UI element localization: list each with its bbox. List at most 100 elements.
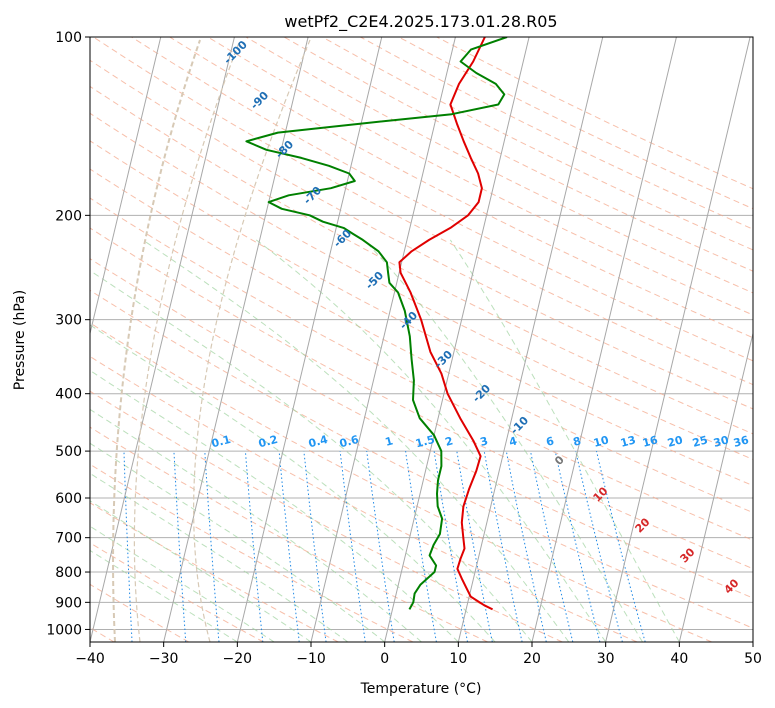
isotherm (236, 37, 383, 642)
mixing-ratio-label: 25 (691, 433, 709, 450)
dry-adiabat (90, 289, 753, 629)
x-axis-ticks: −40 −30 −20 −10 0 10 20 30 40 50 (75, 642, 762, 667)
dry-adiabat (90, 227, 753, 570)
mixing-ratio-label: 1.5 (414, 433, 436, 451)
dry-adiabat-label: -90 (248, 89, 271, 112)
moist-adiabat (90, 369, 459, 642)
mixing-ratio-line (456, 451, 493, 642)
dry-adiabat (245, 37, 753, 294)
mixing-ratio-line (173, 451, 187, 642)
moist-adiabat (90, 525, 275, 642)
mixing-ratio-line (366, 451, 395, 642)
mixing-ratio-label: 8 (572, 434, 583, 449)
dry-adiabat (207, 37, 753, 316)
mixing-ratio-line (530, 451, 574, 642)
dry-adiabat (90, 140, 753, 487)
moist-adiabat (90, 549, 238, 642)
mixing-ratio-label: 6 (545, 434, 556, 449)
isotherm (310, 37, 456, 642)
dry-adiabat (90, 426, 488, 642)
x-tick-label: 30 (597, 651, 615, 667)
reference-arc (193, 39, 311, 642)
isotherm (163, 37, 309, 642)
dry-adiabat-label: -60 (331, 227, 354, 250)
mixing-ratio-line (575, 450, 623, 642)
mixing-ratio-label: 36 (732, 433, 750, 450)
mixing-ratio-line (405, 451, 437, 642)
dry-adiabat (90, 59, 753, 410)
moist-adiabat (90, 500, 312, 642)
dry-adiabat (436, 37, 753, 190)
y-tick-label: 1000 (46, 622, 82, 638)
mixing-ratio-label: 0.2 (257, 433, 279, 451)
dry-adiabat-label: -80 (273, 138, 296, 161)
y-tick-label: 800 (55, 565, 82, 581)
moist-adiabat (90, 472, 349, 642)
y-tick-label: 300 (55, 313, 82, 329)
x-tick-label: −30 (149, 651, 179, 667)
dry-adiabats (90, 37, 753, 642)
dry-adiabat (90, 112, 753, 460)
x-axis-label: Temperature (°C) (360, 681, 482, 697)
dry-adiabat (90, 355, 638, 642)
mixing-ratio-label: 13 (619, 433, 637, 450)
dry-adiabat-label: -70 (301, 184, 324, 207)
mixing-ratio-label: 30 (712, 433, 730, 450)
x-tick-label: −10 (296, 651, 326, 667)
plot-area (90, 37, 753, 642)
y-tick-label: 500 (55, 444, 82, 460)
dry-adiabat (90, 322, 712, 642)
mixing-ratio-line (483, 451, 523, 642)
dry-adiabat (90, 258, 753, 599)
mixing-ratio-line (303, 451, 327, 642)
moist-adiabat (363, 239, 643, 642)
x-tick-label: −40 (75, 651, 105, 667)
sounding-traces (245, 37, 508, 611)
dry-adiabat (90, 463, 414, 642)
mixing-ratio-line (244, 451, 264, 642)
dry-adiabat (90, 85, 753, 435)
pressure-gridlines (90, 37, 753, 630)
dry-adiabat-label: 40 (722, 576, 742, 596)
mixing-ratio-line (339, 451, 366, 642)
mixing-ratio-label: 0.4 (307, 433, 330, 451)
mixing-ratio-label: 20 (666, 433, 684, 450)
y-tick-label: 400 (55, 387, 82, 403)
isotherm (678, 331, 753, 642)
chart-title: wetPf2_C2E4.2025.173.01.28.R05 (284, 12, 557, 32)
mixing-ratio-line (278, 451, 300, 642)
reference-arcs (112, 39, 311, 642)
x-tick-label: 10 (449, 651, 467, 667)
dry-adiabat (93, 37, 753, 386)
plot-frame (89, 36, 754, 643)
moist-adiabat (142, 239, 570, 642)
dry-adiabat (90, 168, 753, 514)
dry-adiabat-label: -40 (397, 309, 420, 332)
dry-adiabat (90, 583, 190, 642)
y-tick-label: 900 (55, 595, 82, 611)
moist-adiabat (255, 239, 607, 642)
mixing-ratio-label: 16 (641, 433, 659, 450)
mixing-ratio-label: 0.1 (210, 433, 232, 451)
dry-adiabat (398, 37, 753, 210)
x-tick-label: 20 (523, 651, 541, 667)
mixing-ratio-line (554, 450, 601, 642)
dry-adiabat-label: 10 (591, 484, 611, 504)
x-tick-label: 0 (380, 651, 389, 667)
mixing-ratio-label: 0.6 (338, 433, 361, 451)
dry-adiabat (90, 502, 339, 642)
mixing-ratio-label: 3 (479, 434, 490, 449)
mixing-ratio-line (596, 450, 646, 642)
isotherm (457, 37, 604, 642)
mixing-ratio-line (204, 451, 220, 642)
dry-adiabat (322, 37, 753, 251)
dry-adiabat-label: -50 (363, 269, 386, 292)
isotherm (605, 37, 751, 642)
x-tick-label: 40 (670, 651, 688, 667)
x-tick-label: 50 (744, 651, 762, 667)
dry-adiabat (131, 37, 753, 362)
dry-adiabat-label: -30 (432, 348, 455, 371)
moist-adiabat (90, 408, 422, 642)
temperature-trace (398, 37, 494, 611)
